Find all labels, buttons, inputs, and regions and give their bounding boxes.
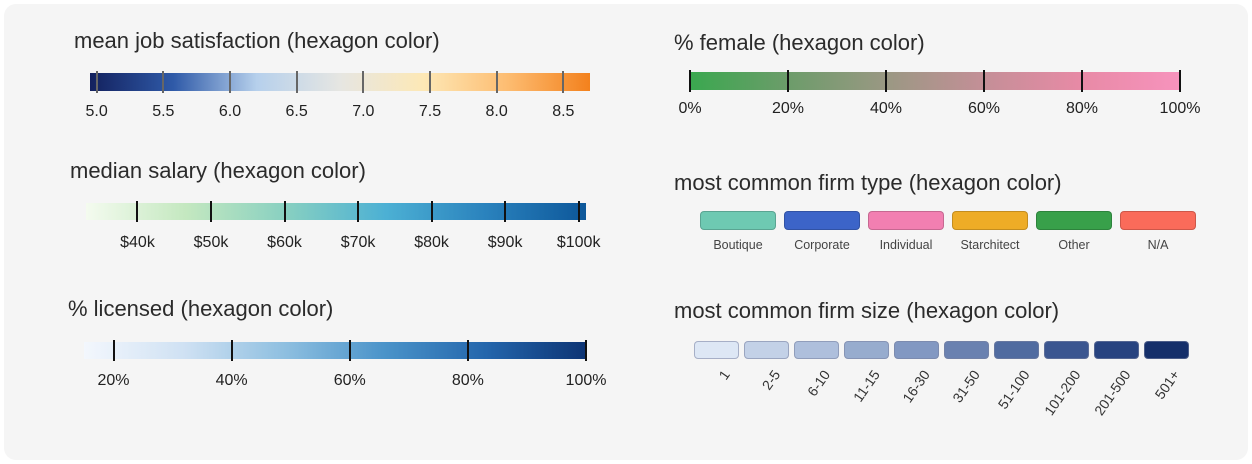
tick-label: 8.5 (552, 103, 575, 120)
color-bar (690, 72, 1180, 90)
legend-swatch (1120, 211, 1196, 230)
legend-swatch (868, 211, 944, 230)
color-bar (90, 73, 590, 91)
legend-title: most common firm size (hexagon color) (674, 298, 1060, 323)
tick-label: $50k (193, 234, 229, 251)
legend-swatch (694, 341, 739, 359)
tick-mark (885, 70, 887, 92)
legend-swatch (894, 341, 939, 359)
tick-mark (295, 71, 298, 93)
tick-label: 40% (869, 100, 903, 117)
tick-label: 100% (565, 372, 607, 389)
legend-title: mean job satisfaction (hexagon color) (74, 28, 440, 53)
tick-label: 0% (678, 100, 702, 117)
legend-swatch (944, 341, 989, 359)
tick-label: 60% (333, 372, 366, 389)
tick-mark (466, 340, 469, 361)
legend-label: 101-200 (1040, 367, 1084, 419)
legend-swatch (1094, 341, 1139, 359)
tick-mark (136, 201, 139, 222)
legend-title: most common firm type (hexagon color) (674, 170, 1062, 195)
legend-swatch (784, 211, 860, 230)
tick-mark (162, 71, 165, 93)
legend-swatch (844, 341, 889, 359)
tick-label: $100k (556, 234, 601, 251)
tick-label: 7.0 (352, 103, 375, 120)
tick-mark (229, 71, 231, 93)
legend-label: 2-5 (758, 367, 784, 393)
tick-mark (585, 340, 587, 361)
tick-mark (362, 71, 365, 93)
tick-mark (348, 340, 351, 361)
legend-label: Corporate (794, 238, 850, 252)
legend-label: Starchitect (960, 238, 1020, 252)
tick-mark (577, 201, 580, 222)
legend-label: 6-10 (803, 367, 834, 400)
color-bar (86, 203, 586, 220)
legend-label: 201-500 (1090, 367, 1134, 419)
tick-mark (689, 70, 691, 92)
tick-label: $80k (414, 234, 449, 251)
legend-label: 51-100 (994, 367, 1033, 412)
legend-swatch (794, 341, 839, 359)
legend-label: 16-30 (899, 367, 933, 406)
legend-label: Other (1058, 238, 1090, 252)
tick-label: $70k (340, 234, 376, 251)
tick-mark (429, 71, 431, 93)
tick-mark (112, 340, 115, 361)
tick-mark (1179, 70, 1181, 92)
tick-label: 40% (215, 372, 248, 389)
tick-mark (357, 201, 360, 222)
tick-mark (495, 71, 498, 93)
color-bar (84, 342, 586, 359)
tick-mark (230, 340, 233, 361)
legend-swatch (1144, 341, 1189, 359)
legend-swatch (1036, 211, 1112, 230)
legend-label: 501+ (1151, 367, 1183, 403)
tick-label: $90k (487, 234, 523, 251)
legend-label: 1 (715, 367, 733, 383)
legend-label: 31-50 (949, 367, 983, 406)
legend-swatch (744, 341, 789, 359)
tick-label: 6.5 (285, 103, 308, 120)
tick-mark (430, 201, 433, 222)
tick-label: 20% (97, 372, 130, 389)
tick-mark (983, 70, 985, 92)
tick-label: $40k (120, 234, 155, 251)
tick-label: 8.0 (485, 103, 508, 120)
legend-label: 11-15 (849, 367, 883, 405)
legend-label: Individual (879, 238, 933, 252)
legend-label: Boutique (713, 238, 763, 252)
tick-mark (1081, 70, 1083, 92)
legend-title: % female (hexagon color) (674, 30, 925, 55)
legend-title: median salary (hexagon color) (70, 158, 366, 183)
legend-swatch (952, 211, 1028, 230)
tick-mark (787, 70, 789, 92)
legend-swatch (994, 341, 1039, 359)
legend-swatch (700, 211, 776, 230)
tick-label: 80% (451, 372, 484, 389)
legend-swatch (1044, 341, 1089, 359)
tick-mark (562, 71, 565, 93)
legend-panel: mean job satisfaction (hexagon color) 5.… (4, 4, 1248, 460)
tick-label: $60k (267, 234, 302, 251)
tick-label: 6.0 (218, 103, 242, 120)
legend-title: % licensed (hexagon color) (68, 296, 334, 321)
legend-label: N/A (1147, 238, 1169, 252)
tick-mark (504, 201, 507, 222)
tick-label: 5.5 (152, 103, 175, 120)
tick-label: 100% (1159, 100, 1201, 117)
tick-label: 60% (967, 100, 1001, 117)
tick-mark (95, 71, 98, 93)
tick-mark (210, 201, 212, 222)
tick-label: 7.5 (418, 103, 442, 120)
tick-label: 5.0 (85, 103, 108, 120)
tick-label: 20% (771, 100, 805, 117)
tick-label: 80% (1065, 100, 1099, 117)
tick-mark (283, 201, 286, 222)
